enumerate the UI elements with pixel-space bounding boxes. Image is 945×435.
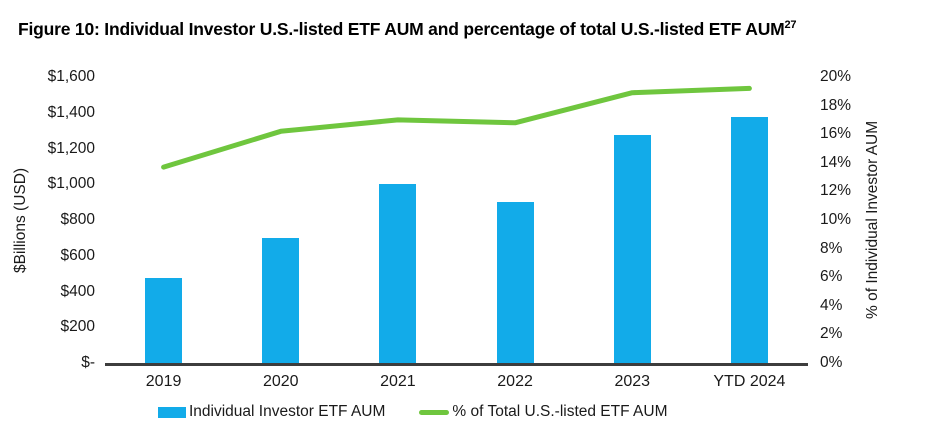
right-axis-tick: 20% — [820, 68, 852, 85]
line-series-swatch-icon — [419, 409, 450, 415]
figure-title-text: Figure 10: Individual Investor U.S.-list… — [18, 19, 785, 39]
left-axis-tick: $400 — [60, 282, 95, 300]
right-axis-tick: 6% — [820, 268, 843, 286]
plot-area — [105, 77, 808, 366]
x-label-YTD 2024: YTD 2024 — [713, 373, 786, 390]
x-label-2021: 2021 — [380, 373, 416, 390]
right-axis-tick: 2% — [820, 325, 843, 343]
combo-chart: $Billions (USD) $- $200 $400 $600 $800 $1,000… — [0, 60, 945, 405]
legend: Individual Investor ETF AUM % of Total U… — [158, 403, 667, 421]
legend-label-line: % of Total U.S.-listed ETF AUM — [452, 403, 668, 420]
legend-item-bar: Individual Investor ETF AUM — [158, 403, 385, 421]
right-axis-tick: 12% — [820, 182, 852, 200]
x-axis-labels: 2019 2020 2021 2022 2023 YTD 2024 — [105, 373, 808, 395]
left-axis-tick: $1,600 — [47, 68, 95, 85]
bar-2023 — [613, 135, 651, 363]
bar-series-swatch-icon — [158, 406, 186, 418]
left-axis-tick: $1,400 — [47, 103, 95, 121]
right-axis-tick: 10% — [820, 211, 852, 228]
x-label-2022: 2022 — [497, 373, 533, 390]
bar-2019 — [145, 278, 183, 363]
figure-title: Figure 10: Individual Investor U.S.-list… — [18, 19, 797, 40]
percent-line — [161, 85, 752, 170]
right-axis-tick: 8% — [820, 239, 843, 257]
x-label-2019: 2019 — [145, 373, 182, 390]
right-axis-tick: 4% — [820, 296, 843, 314]
bar-2022 — [496, 202, 534, 363]
bar-2021 — [379, 184, 417, 363]
left-axis-tick: $1,000 — [47, 175, 95, 193]
x-label-2023: 2023 — [614, 373, 651, 390]
left-axis-ticks: $- $200 $400 $600 $800 $1,000 $1,200 $1,400 $1,6… — [0, 68, 95, 371]
left-axis-tick: $1,200 — [47, 139, 95, 157]
left-axis-tick: $600 — [60, 246, 95, 264]
left-axis-tick: $200 — [60, 318, 95, 336]
legend-item-line: % of Total U.S.-listed ETF AUM — [419, 403, 667, 421]
right-axis-tick: 0% — [820, 354, 843, 371]
right-axis-tick: 16% — [820, 125, 852, 143]
legend-label-bar: Individual Investor ETF AUM — [189, 403, 386, 420]
x-label-2020: 2020 — [262, 373, 299, 390]
left-axis-tick: $800 — [60, 211, 95, 228]
left-axis-tick: $- — [81, 354, 95, 371]
bar-2020 — [262, 237, 300, 363]
bar-YTD 2024 — [730, 117, 768, 363]
right-axis-tick: 14% — [820, 153, 852, 171]
right-axis-ticks: 0% 2% 4% 6% 8% 10% 12% 14% 16% 18% 20% — [820, 68, 895, 371]
right-axis-title: % of Individual Investor AUM — [864, 120, 881, 320]
right-axis-tick: 18% — [820, 96, 852, 114]
footnote-marker: 27 — [784, 19, 797, 32]
